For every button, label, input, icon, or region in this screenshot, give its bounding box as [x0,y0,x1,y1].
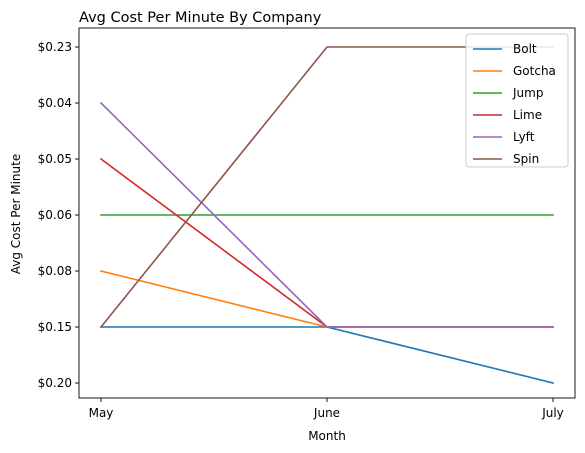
x-tick-label: May [89,406,114,420]
y-axis-label: Avg Cost Per Minute [9,154,23,274]
y-tick-label: $0.04 [38,96,72,110]
series-line-gotcha [100,270,554,328]
series-lines [99,46,554,384]
y-tick-label: $0.23 [38,40,72,54]
legend-label: Lyft [513,130,535,144]
legend-label: Jump [512,86,543,100]
chart-title: Avg Cost Per Minute By Company [79,10,322,26]
legend-label: Spin [513,152,539,166]
y-tick-label: $0.15 [38,320,72,334]
y-tick-label: $0.05 [38,152,72,166]
y-tick-label: $0.20 [38,376,72,390]
y-axis: $0.20 $0.15 $0.08 $0.06 $0.05 $0.04 $0.23 [38,40,79,390]
x-axis: May June July [89,398,564,420]
x-tick-label: July [541,406,564,420]
y-tick-label: $0.06 [38,208,72,222]
x-axis-label: Month [308,429,346,443]
legend-label: Gotcha [513,64,556,78]
legend-label: Bolt [513,42,537,56]
y-tick-label: $0.08 [38,264,72,278]
series-line-bolt [100,326,554,384]
legend-label: Lime [513,108,542,122]
legend: Bolt Gotcha Jump Lime Lyft Spin [465,33,569,168]
legend-box [465,33,569,168]
x-tick-label: June [313,406,340,420]
series-line-lyft [99,101,554,328]
